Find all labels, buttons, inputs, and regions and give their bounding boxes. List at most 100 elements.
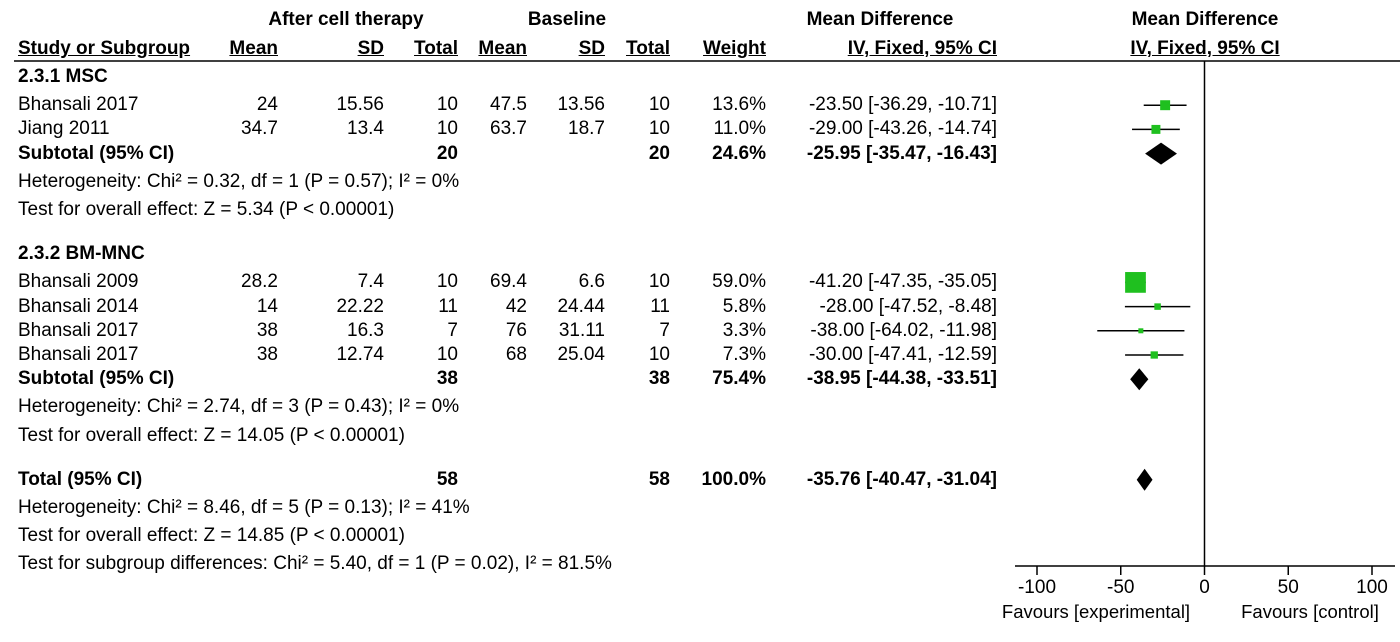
- study-row-1-2-sd-ctl: 31.11: [558, 319, 605, 341]
- study-row-0-1-mean-exp: 34.7: [241, 118, 278, 140]
- col-ci: IV, Fixed, 95% CI: [847, 38, 997, 59]
- study-row-1-1-mean-ctl: 42: [505, 295, 527, 317]
- subtotal-0-ci: -25.95 [-35.47, -16.43]: [806, 142, 997, 164]
- study-row-1-2-sd-exp: 16.3: [347, 319, 384, 341]
- study-row-1-0-sd-exp: 7.4: [357, 271, 384, 293]
- header-md-title: Mean Difference: [806, 9, 954, 30]
- study-row-1-0-sd-ctl: 6.6: [578, 271, 605, 293]
- study-row-1-2-mean-ctl: 76: [505, 319, 527, 341]
- subtotal-1-weight: 75.4%: [712, 368, 766, 390]
- study-row-1-3-mean-exp: 38: [256, 344, 278, 365]
- study-row-1-2-total-exp: 7: [447, 319, 458, 341]
- subtotal-0-diamond: [1145, 142, 1177, 165]
- study-row-1-0-mean-exp: 28.2: [241, 271, 278, 293]
- study-row-1-1-total-ctl: 11: [650, 295, 670, 317]
- favours-control: Favours [control]: [1241, 601, 1379, 622]
- subtotal-1-label: Subtotal (95% CI): [18, 368, 175, 390]
- col-sd-exp: SD: [357, 38, 384, 59]
- subtotal-0-total-exp: 20: [436, 142, 458, 164]
- study-row-1-1-sd-exp: 22.22: [336, 295, 384, 317]
- study-row-1-3-mean-ctl: 68: [505, 344, 527, 365]
- x-tick-label-0: -100: [1017, 577, 1057, 598]
- study-row-0-0-mean-exp: 24: [256, 94, 278, 116]
- total-total-ctl: 58: [648, 468, 670, 490]
- study-row-0-0-weight: 13.6%: [712, 94, 766, 116]
- total-diamond: [1136, 468, 1153, 491]
- col-weight: Weight: [703, 38, 766, 59]
- study-row-1-1-total-exp: 11: [438, 295, 458, 317]
- study-row-1-0-point: [1125, 272, 1146, 293]
- total-label: Total (95% CI): [18, 468, 143, 490]
- header-group-experimental: After cell therapy: [268, 9, 424, 30]
- subtotal-1-ci: -38.95 [-44.38, -33.51]: [806, 368, 997, 390]
- study-row-1-2-weight: 3.3%: [722, 319, 766, 341]
- study-row-1-3-point: [1150, 351, 1158, 359]
- subtotal-1-total-exp: 38: [436, 368, 458, 390]
- subgroup-label-1: 2.3.2 BM-MNC: [18, 243, 145, 265]
- study-row-1-0-weight: 59.0%: [712, 271, 766, 293]
- subgroup-label-0: 2.3.1 MSC: [18, 66, 108, 87]
- study-row-1-3-sd-ctl: 25.04: [557, 344, 605, 365]
- study-row-0-0-sd-exp: 15.56: [336, 94, 384, 116]
- study-row-0-1-sd-ctl: 18.7: [568, 118, 605, 140]
- col-mean-ctl: Mean: [478, 38, 527, 59]
- study-row-0-1-name: Jiang 2011: [18, 118, 110, 140]
- study-row-0-0-name: Bhansali 2017: [18, 94, 139, 116]
- subtotal-0-total-ctl: 20: [648, 142, 670, 164]
- study-row-0-1-mean-ctl: 63.7: [490, 118, 527, 140]
- study-row-1-3-name: Bhansali 2017: [18, 344, 139, 365]
- study-row-1-0-name: Bhansali 2009: [18, 271, 139, 293]
- subgroup-differences: Test for subgroup differences: Chi² = 5.…: [18, 553, 612, 575]
- col-total-ctl: Total: [626, 38, 670, 59]
- x-tick-label-1: -50: [1107, 577, 1135, 598]
- study-row-0-1-sd-exp: 13.4: [347, 118, 384, 140]
- study-row-1-3-sd-exp: 12.74: [336, 344, 384, 365]
- subtotal-1-total-ctl: 38: [648, 368, 670, 390]
- study-row-0-1-ci: -29.00 [-43.26, -14.74]: [808, 118, 997, 140]
- header-md-title-plot: Mean Difference: [1131, 9, 1279, 30]
- study-row-1-1-ci: -28.00 [-47.52, -8.48]: [819, 295, 997, 317]
- col-total-exp: Total: [414, 38, 458, 59]
- overall-effect-0: Test for overall effect: Z = 5.34 (P < 0…: [18, 199, 395, 220]
- study-row-1-1-sd-ctl: 24.44: [557, 295, 605, 317]
- study-row-1-1-name: Bhansali 2014: [18, 295, 139, 317]
- favours-experimental: Favours [experimental]: [1001, 601, 1191, 622]
- total-total-exp: 58: [436, 468, 458, 490]
- study-row-1-2-name: Bhansali 2017: [18, 319, 139, 341]
- col-mean-exp: Mean: [229, 38, 278, 59]
- study-row-0-1-total-ctl: 10: [648, 118, 670, 140]
- total-heterogeneity: Heterogeneity: Chi² = 8.46, df = 5 (P = …: [18, 497, 470, 518]
- header-group-control: Baseline: [527, 9, 607, 30]
- study-row-1-0-mean-ctl: 69.4: [490, 271, 527, 293]
- study-row-1-0-ci: -41.20 [-47.35, -35.05]: [808, 271, 997, 293]
- study-row-1-1-point: [1154, 303, 1161, 310]
- total-weight: 100.0%: [701, 468, 766, 490]
- study-row-0-0-total-ctl: 10: [648, 94, 670, 116]
- study-row-0-1-point: [1151, 124, 1161, 134]
- total-ci: -35.76 [-40.47, -31.04]: [806, 468, 997, 490]
- study-row-1-3-ci: -30.00 [-47.41, -12.59]: [808, 344, 997, 365]
- study-row-1-3-total-exp: 10: [436, 344, 458, 365]
- study-row-1-0-total-ctl: 10: [648, 271, 670, 293]
- x-tick-label-2: 0: [1199, 577, 1210, 598]
- heterogeneity-0: Heterogeneity: Chi² = 0.32, df = 1 (P = …: [18, 170, 460, 192]
- heterogeneity-1: Heterogeneity: Chi² = 2.74, df = 3 (P = …: [18, 396, 460, 418]
- col-sd-ctl: SD: [578, 38, 605, 59]
- study-row-0-0-total-exp: 10: [436, 94, 458, 116]
- x-tick-label-4: 100: [1356, 577, 1388, 598]
- overall-effect-1: Test for overall effect: Z = 14.05 (P < …: [18, 424, 405, 446]
- study-row-1-0-total-exp: 10: [436, 271, 458, 293]
- col-study: Study or Subgroup: [18, 38, 191, 59]
- total-overall-effect: Test for overall effect: Z = 14.85 (P < …: [18, 525, 405, 547]
- study-row-1-1-mean-exp: 14: [256, 295, 278, 317]
- study-row-1-2-point: [1138, 328, 1144, 334]
- study-row-0-0-point: [1160, 100, 1171, 111]
- subtotal-0-label: Subtotal (95% CI): [18, 142, 175, 164]
- x-tick-label-3: 50: [1277, 577, 1299, 598]
- study-row-0-1-weight: 11.0%: [713, 118, 766, 140]
- col-ci-plot: IV, Fixed, 95% CI: [1130, 38, 1280, 59]
- study-row-1-3-weight: 7.3%: [722, 344, 766, 365]
- study-row-1-2-ci: -38.00 [-64.02, -11.98]: [810, 319, 997, 341]
- study-row-1-2-total-ctl: 7: [659, 319, 670, 341]
